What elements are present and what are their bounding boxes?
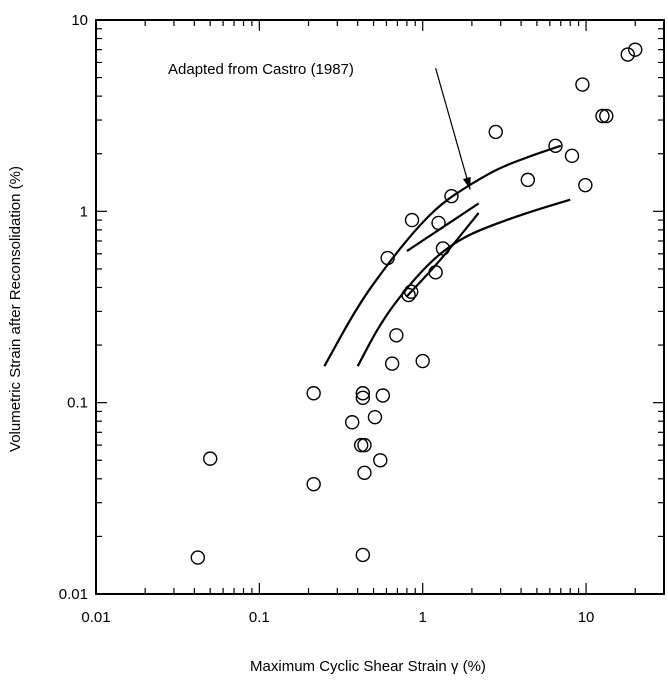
data-point [565,149,578,162]
y-axis-label: Volumetric Strain after Reconsolidation … [7,166,24,452]
x-axis-label: Maximum Cyclic Shear Strain γ (%) [250,658,486,675]
data-point [204,452,217,465]
data-point [629,43,642,56]
data-point [307,387,320,400]
curves [324,146,570,366]
data-point [355,439,368,452]
annotation-label: Adapted from Castro (1987) [168,61,354,78]
data-point [432,216,445,229]
data-point [416,355,429,368]
x-tick-label: 0.01 [81,609,110,626]
annotation: Adapted from Castro (1987) [168,61,471,190]
y-tick-label: 0.1 [67,395,88,412]
y-tick-label: 1 [80,203,88,220]
data-point [406,214,419,227]
data-point [386,357,399,370]
plot-border [96,20,664,594]
data-point [429,266,442,279]
data-point [358,439,371,452]
data-point [374,454,387,467]
data-point [358,466,371,479]
axis-ticks [96,20,664,594]
data-point [376,389,389,402]
data-point [579,179,592,192]
data-point [621,48,634,61]
trend-curve [358,200,571,367]
data-point [489,125,502,138]
y-tick-label: 0.01 [59,586,88,603]
data-point [346,416,359,429]
x-tick-label: 1 [419,609,427,626]
data-point [576,78,589,91]
data-points [191,43,641,564]
data-point [390,329,403,342]
x-tick-label: 10 [578,609,595,626]
data-point [191,551,204,564]
y-tick-label: 10 [71,12,88,29]
data-point [521,173,534,186]
data-point [356,548,369,561]
annotation-arrow [436,68,470,189]
plot-frame [96,20,664,594]
tick-labels: 0.01 0.1 1 10 0.01 0.1 1 10 [59,12,595,626]
x-tick-label: 0.1 [249,609,270,626]
data-point [368,411,381,424]
data-point [307,478,320,491]
